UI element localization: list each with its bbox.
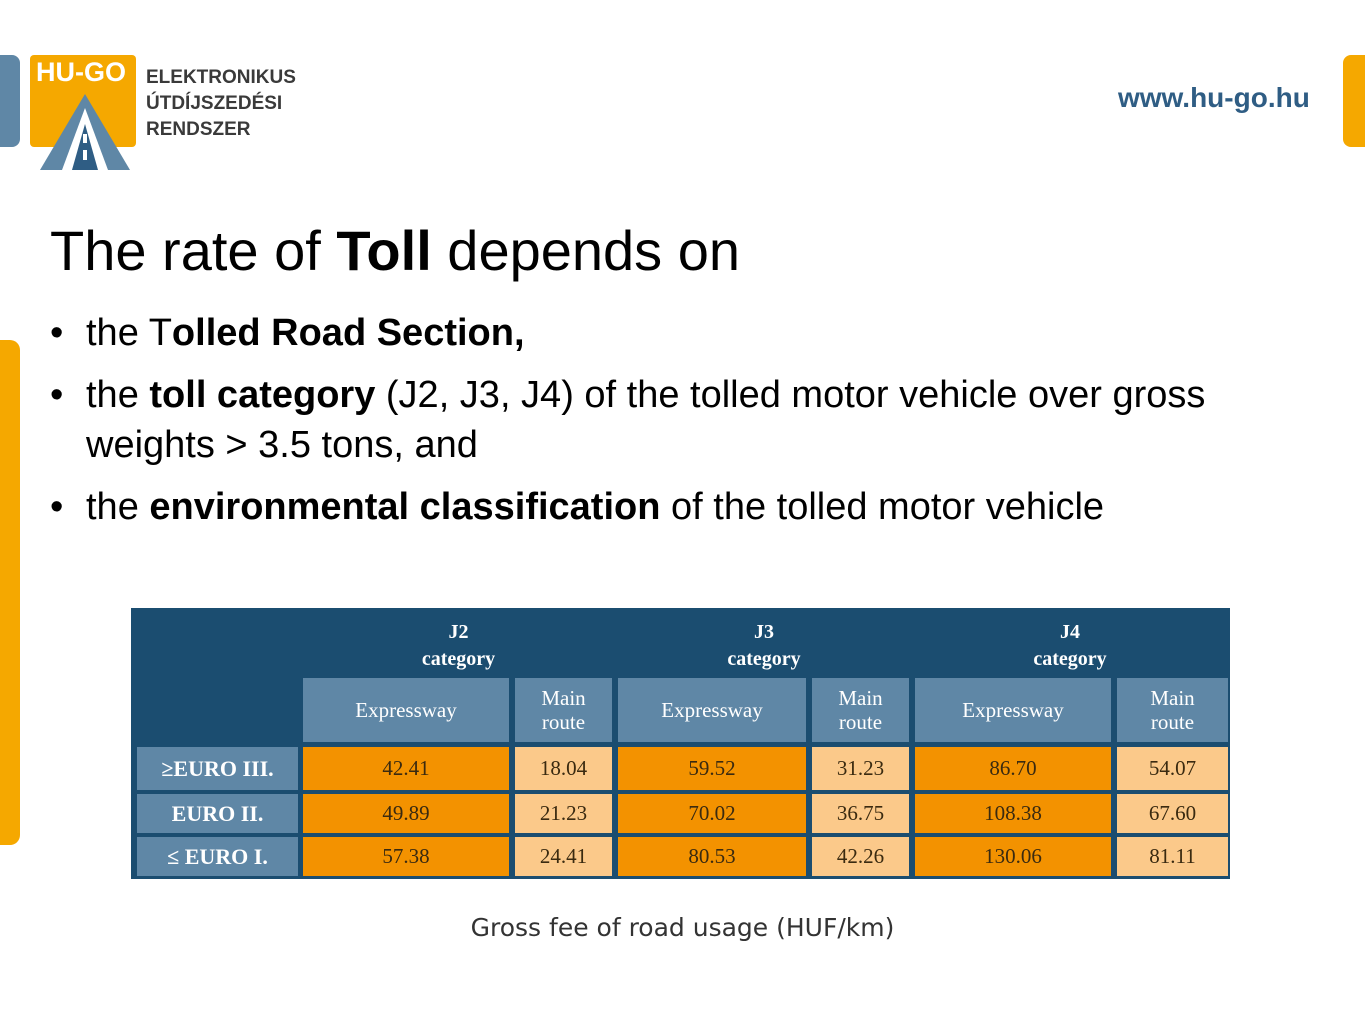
row-header: EURO II. — [137, 794, 298, 833]
category-header-j4: J4 category — [914, 616, 1226, 676]
category-header-j3: J3 category — [608, 616, 920, 676]
bullet-list: the Tolled Road Section, the toll catego… — [50, 308, 1270, 544]
left-edge-tab-blue — [0, 55, 20, 147]
table-cell: 57.38 — [303, 837, 509, 876]
table-cell: 36.75 — [812, 794, 909, 833]
category-header-j2: J2 category — [303, 616, 614, 676]
left-edge-bar-orange — [0, 340, 20, 845]
table-cell: 80.53 — [618, 837, 806, 876]
slide-title: The rate of Toll depends on — [50, 219, 741, 282]
site-url[interactable]: www.hu-go.hu — [1118, 82, 1310, 113]
hu-go-logo: HU-GO ELEKTRONIKUS ÚTDÍJSZEDÉSI RENDSZER — [30, 55, 310, 175]
subheader-main-route: Main route — [812, 678, 909, 742]
category-label: category — [727, 648, 801, 670]
row-header: ≥EURO III. — [137, 747, 298, 790]
subheader-expressway: Expressway — [303, 678, 509, 742]
category-label: category — [421, 648, 496, 670]
subheader-expressway: Expressway — [915, 678, 1111, 742]
right-edge-tab-orange — [1343, 55, 1365, 147]
table-cell: 42.41 — [303, 747, 509, 790]
table-cell: 54.07 — [1117, 747, 1228, 790]
logo-line-2: ÚTDÍJSZEDÉSI — [146, 93, 283, 114]
category-code: J2 — [448, 621, 469, 643]
table-cell: 108.38 — [915, 794, 1111, 833]
road-icon — [40, 94, 130, 170]
table-cell: 81.11 — [1117, 837, 1228, 876]
table-cell: 24.41 — [515, 837, 612, 876]
logo-line-3: RENDSZER — [146, 119, 251, 140]
category-label: category — [1033, 648, 1107, 670]
bullet-item: the environmental classification of the … — [50, 482, 1270, 532]
subheader-main-route: Main route — [515, 678, 612, 742]
table-cell: 49.89 — [303, 794, 509, 833]
table-cell: 86.70 — [915, 747, 1111, 790]
row-header: ≤ EURO I. — [137, 837, 298, 876]
logo-line-1: ELEKTRONIKUS — [146, 67, 296, 88]
table-cell: 42.26 — [812, 837, 909, 876]
logo-badge-text: HU-GO — [36, 57, 126, 87]
bullet-item: the toll category (J2, J3, J4) of the to… — [50, 370, 1270, 470]
category-code: J4 — [1059, 621, 1080, 643]
table-cell: 59.52 — [618, 747, 806, 790]
table-cell: 21.23 — [515, 794, 612, 833]
table-caption: Gross fee of road usage (HUF/km) — [470, 913, 895, 942]
table-cell: 130.06 — [915, 837, 1111, 876]
title-bold: Toll — [336, 219, 432, 282]
toll-rate-table: J2 category J3 category J4 category Expressway… — [131, 608, 1230, 879]
subheader-expressway: Expressway — [618, 678, 806, 742]
table-cell: 67.60 — [1117, 794, 1228, 833]
bullet-item: the Tolled Road Section, — [50, 308, 1270, 358]
table-cell: 18.04 — [515, 747, 612, 790]
category-code: J3 — [753, 621, 774, 643]
table-cell: 31.23 — [812, 747, 909, 790]
table-cell: 70.02 — [618, 794, 806, 833]
subheader-main-route: Main route — [1117, 678, 1228, 742]
logo-text: ELEKTRONIKUS ÚTDÍJSZEDÉSI RENDSZER — [146, 65, 296, 143]
